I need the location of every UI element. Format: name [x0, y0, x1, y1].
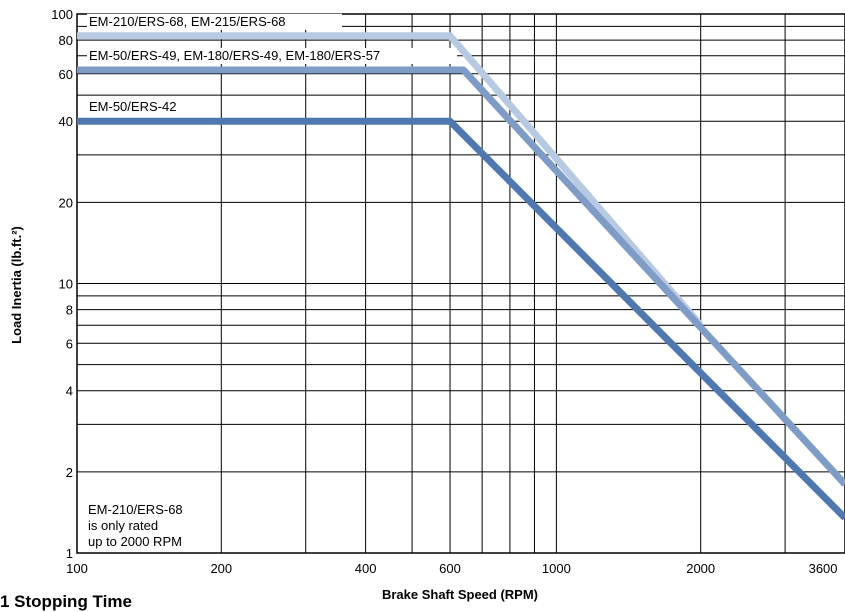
- rating-note-line-3: up to 2000 RPM: [88, 534, 182, 549]
- y-tick-label: 8: [66, 303, 73, 318]
- x-tick-label: 200: [210, 561, 232, 576]
- x-tick-label: 3600: [809, 561, 838, 576]
- x-tick-label: 1000: [542, 561, 571, 576]
- x-tick-label: 2000: [686, 561, 715, 576]
- y-tick-label: 40: [59, 114, 73, 129]
- x-tick-label: 600: [439, 561, 461, 576]
- series-lines: [77, 32, 845, 521]
- y-tick-label: 10: [59, 277, 73, 292]
- series-label-3: EM-50/ERS-42: [89, 99, 176, 114]
- series-line-1: [77, 32, 704, 328]
- y-tick-label: 20: [59, 195, 73, 210]
- y-tick-label: 60: [59, 67, 73, 82]
- series-label-2: EM-50/ERS-49, EM-180/ERS-49, EM-180/ERS-…: [89, 48, 380, 63]
- series-label-1: EM-210/ERS-68, EM-215/ERS-68: [89, 14, 286, 29]
- y-tick-label: 80: [59, 33, 73, 48]
- series-label-bg: [87, 13, 342, 30]
- series-label-bg: [87, 47, 457, 64]
- rating-note-line-2: is only rated: [88, 518, 158, 533]
- x-tick-label: 400: [355, 561, 377, 576]
- series-line-2: [77, 66, 845, 487]
- x-axis-title: Brake Shaft Speed (RPM): [382, 587, 538, 602]
- grid: [76, 13, 845, 554]
- plot-frame: [76, 13, 845, 554]
- y-axis-title: Load Inertia (lb.ft.²): [9, 226, 24, 344]
- y-tick-label: 1: [66, 546, 73, 561]
- series-line-3: [77, 117, 845, 521]
- x-tick-label: 100: [66, 561, 88, 576]
- y-tick-label: 4: [66, 384, 73, 399]
- y-tick-label: 6: [66, 336, 73, 351]
- y-tick-label: 100: [51, 7, 73, 22]
- footer-heading: 1 Stopping Time: [0, 592, 132, 611]
- tick-labels: 100 200 400 600 1000 2000 3600 1 2 4 6 8 10 20 40 60 80 1…: [51, 7, 837, 576]
- series-labels: EM-210/ERS-68, EM-215/ERS-68 EM-50/ERS-49…: [87, 13, 457, 116]
- y-tick-label: 2: [66, 465, 73, 480]
- series-label-bg: [87, 99, 207, 116]
- rating-note-line-1: EM-210/ERS-68: [88, 502, 183, 517]
- rating-note: EM-210/ERS-68 is only rated up to 2000 R…: [88, 502, 183, 549]
